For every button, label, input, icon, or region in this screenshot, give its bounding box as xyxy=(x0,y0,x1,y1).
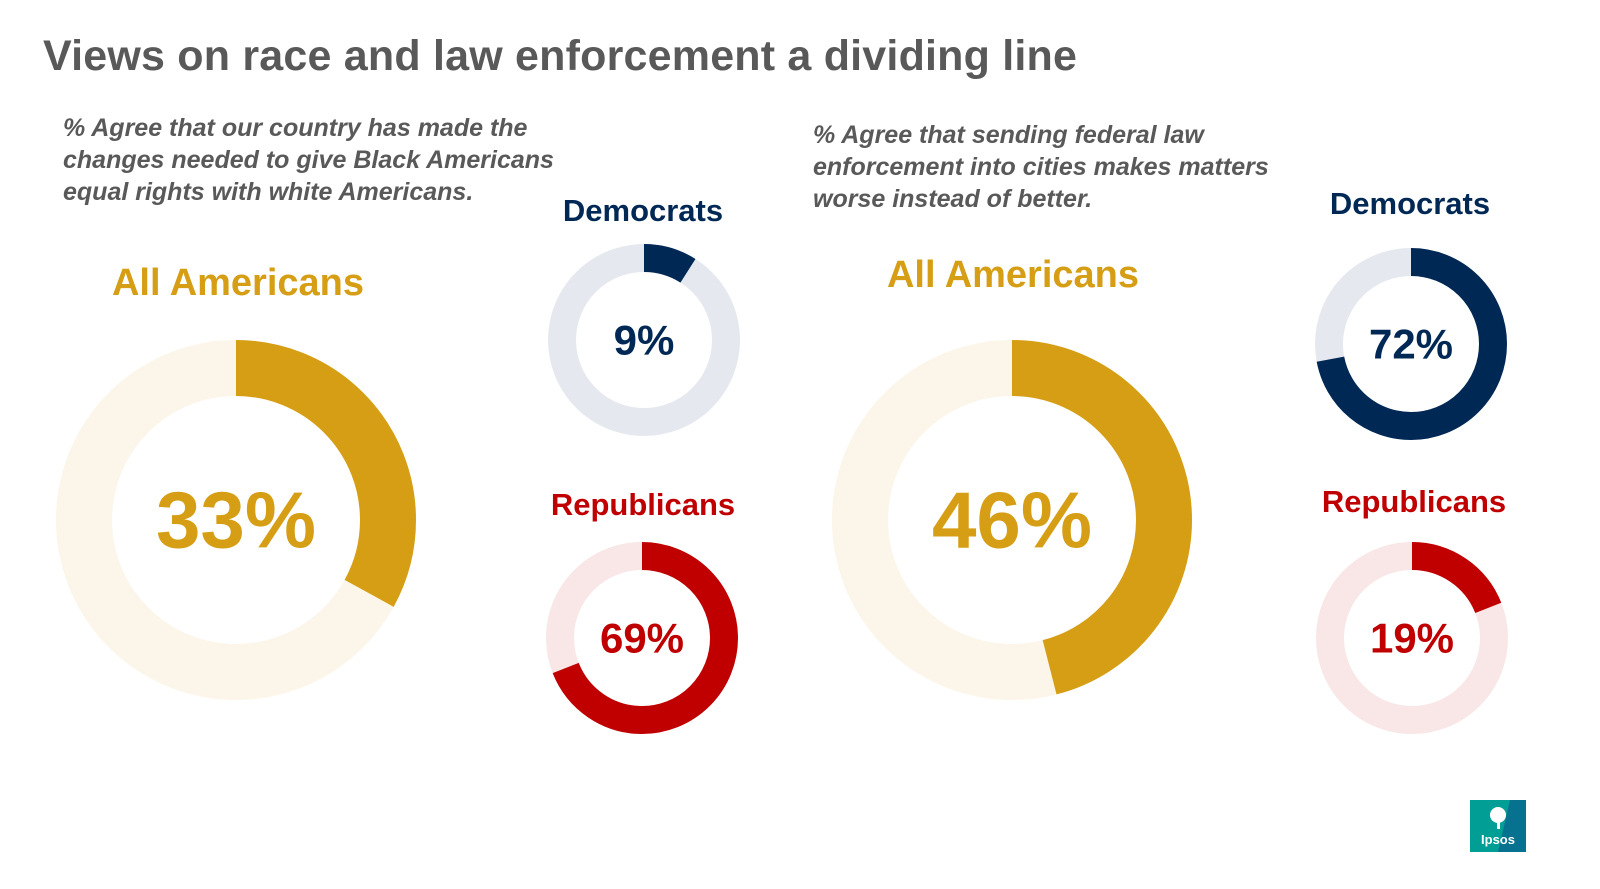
donut-value-label: 46% xyxy=(932,476,1092,565)
logo-text: Ipsos xyxy=(1481,832,1515,847)
donut-republicans-left: 69% xyxy=(546,542,738,734)
label-democrats-right: Democrats xyxy=(1329,186,1491,221)
label-republicans-left: Republicans xyxy=(550,487,736,522)
donut-value-label: 33% xyxy=(156,476,316,565)
donut-value-label: 72% xyxy=(1369,321,1453,368)
donut-value-arc xyxy=(548,244,740,436)
donut-value-label: 9% xyxy=(614,317,675,364)
donut-all-americans-right: 46% xyxy=(832,340,1192,700)
label-republicans-right: Republicans xyxy=(1321,484,1507,519)
donut-value-arc xyxy=(832,340,1192,700)
donut-democrats-left: 9% xyxy=(548,244,740,436)
donut-value-arc xyxy=(546,542,738,734)
donut-republicans-right: 19% xyxy=(1316,542,1508,734)
question-right: % Agree that sending federal law enforce… xyxy=(813,121,1269,213)
donut-value-label: 19% xyxy=(1370,615,1454,662)
donut-value-label: 69% xyxy=(600,615,684,662)
donut-value-arc xyxy=(56,340,416,700)
donut-value-arc xyxy=(1315,248,1507,440)
ipsos-logo: Ipsos xyxy=(1470,800,1526,852)
label-all-americans-right: All Americans xyxy=(886,254,1140,296)
question-left: % Agree that our country has made the ch… xyxy=(63,114,554,206)
donut-value-arc xyxy=(1316,542,1508,734)
donut-all-americans-left: 33% xyxy=(56,340,416,700)
label-all-americans-left: All Americans xyxy=(111,262,365,304)
label-democrats-left: Democrats xyxy=(562,193,724,228)
page-title: Views on race and law enforcement a divi… xyxy=(43,32,1078,80)
donut-democrats-right: 72% xyxy=(1315,248,1507,440)
